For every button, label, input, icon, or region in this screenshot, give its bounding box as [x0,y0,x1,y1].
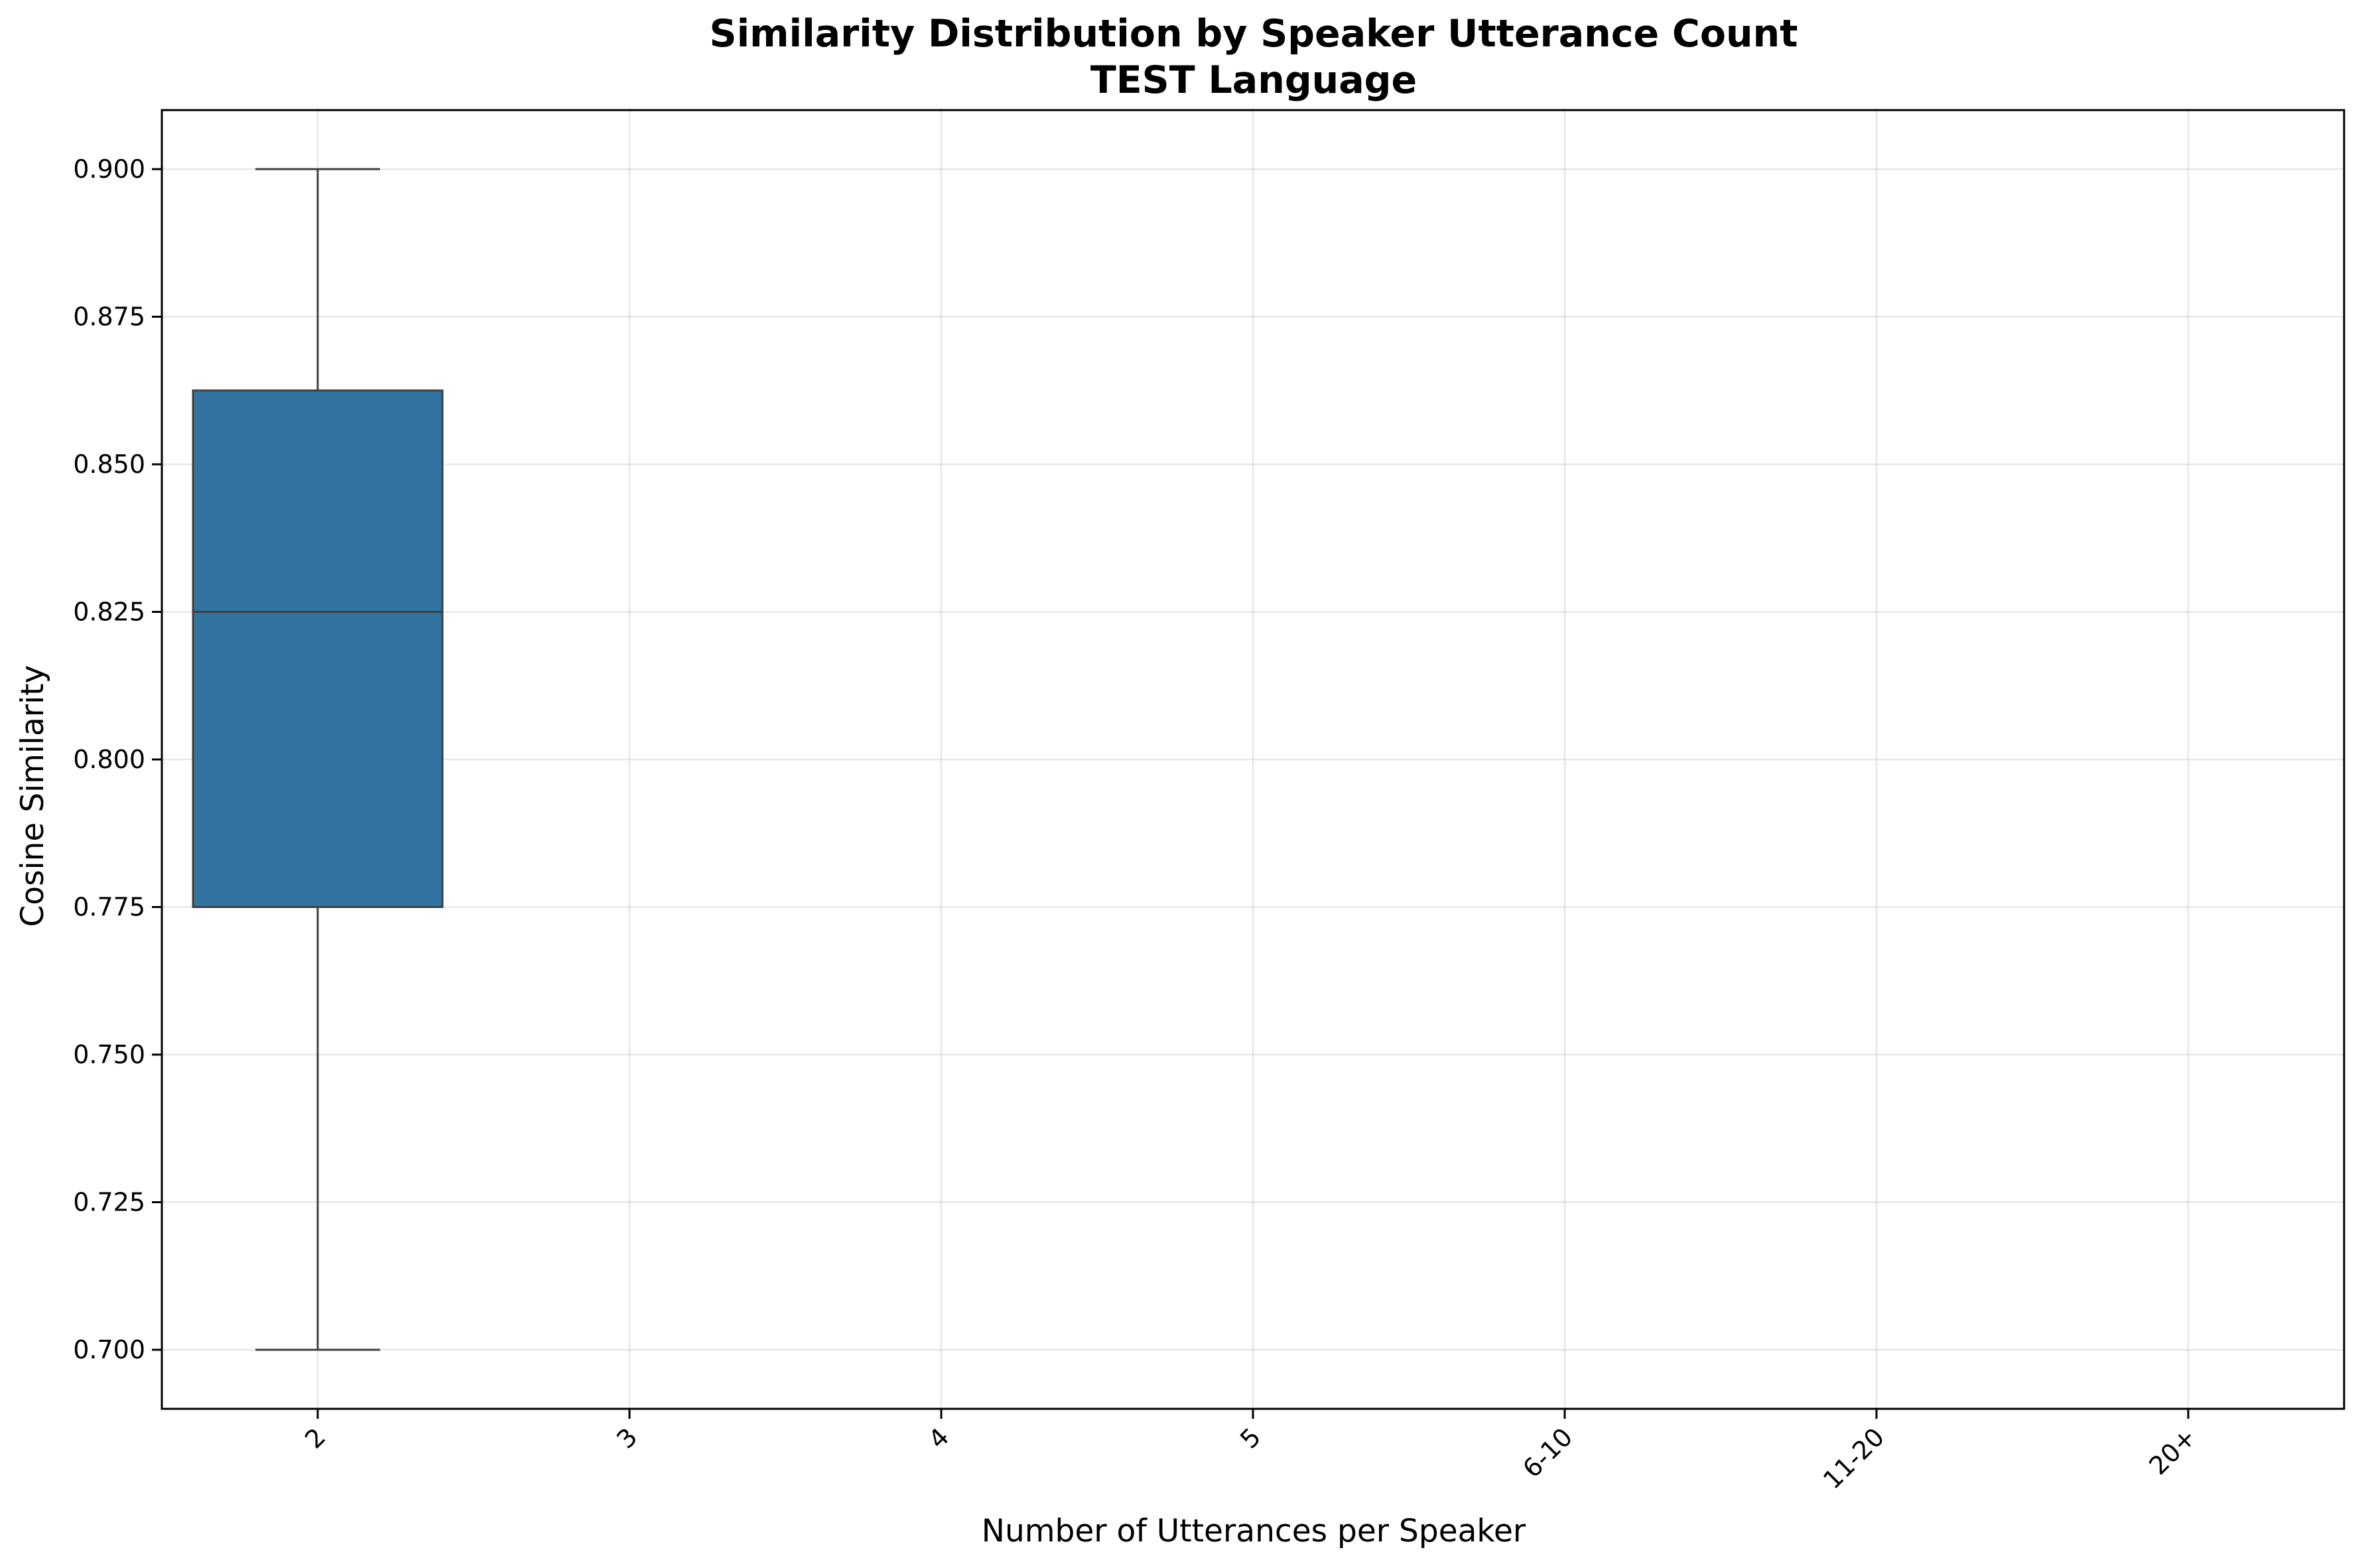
y-tick-label: 0.700 [73,1335,145,1364]
chart-subtitle: TEST Language [1090,58,1417,102]
y-tick-label: 0.850 [73,450,145,479]
y-tick-label: 0.800 [73,745,145,774]
box-iqr [192,389,444,908]
y-tick-label: 0.775 [73,893,145,922]
y-axis-label: Cosine Similarity [15,665,51,927]
x-axis-label: Number of Utterances per Speaker [982,1513,1526,1549]
y-tick-label: 0.750 [73,1040,145,1069]
tick-layer: 0.700 0.725 0.750 0.775 0.800 0.825 0.850 0.875… [73,155,2201,1494]
y-tick-label: 0.825 [73,598,145,627]
box-layer [192,168,444,1351]
y-tick-label: 0.725 [73,1188,145,1217]
chart-title: Similarity Distribution by Speaker Utter… [710,12,1798,56]
y-tick-label: 0.900 [73,155,145,184]
y-tick-label: 0.875 [73,302,145,332]
